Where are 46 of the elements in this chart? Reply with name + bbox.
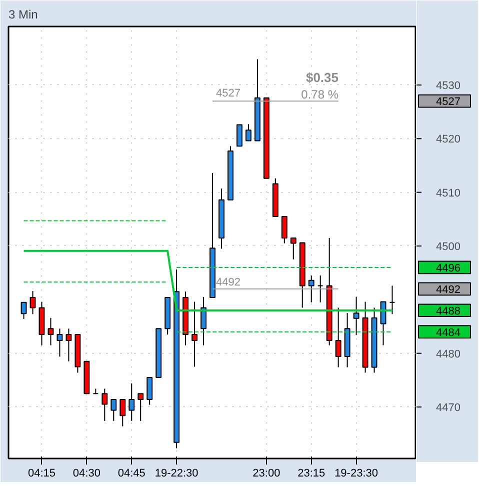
candlestick [290, 237, 296, 260]
annotation: 4492 [216, 276, 241, 288]
candlestick [92, 388, 99, 394]
annotation: 4527 [216, 88, 241, 100]
candlestick [56, 328, 63, 358]
y-tick-label: 4530 [436, 80, 461, 92]
candlestick [20, 302, 27, 320]
candlestick [146, 376, 153, 406]
x-tick-label: 04:15 [28, 468, 56, 480]
chart-title: 3 Min [8, 8, 38, 22]
candlestick [335, 307, 342, 368]
x-tick-label: 04:30 [72, 468, 100, 480]
candlestick [281, 216, 288, 244]
annotation: $0.35 [306, 70, 339, 85]
candlestick [192, 301, 198, 368]
candlestick [245, 124, 252, 142]
y-tick-label: 4527 [436, 96, 461, 108]
y-tick-label: 4480 [436, 348, 461, 360]
y-tick-label: 4520 [436, 134, 461, 146]
x-tick-label: 23:00 [252, 468, 280, 480]
candlestick [200, 296, 206, 346]
annotation: 0.78 % [301, 88, 339, 102]
candlestick [30, 290, 36, 315]
candlestick [102, 388, 108, 422]
candlestick [389, 285, 396, 315]
y-tick-label: 4488 [436, 305, 461, 318]
x-tick-label: 23:15 [298, 468, 326, 480]
candlestick [236, 124, 242, 147]
y-tick-label: 4500 [436, 240, 461, 253]
x-tick-label: 19-23:30 [334, 468, 378, 480]
candlestick [353, 296, 360, 336]
y-tick-label: 4492 [436, 284, 461, 296]
candlestick [317, 275, 324, 303]
y-tick-label: 4496 [436, 262, 461, 274]
candlestick [110, 398, 117, 422]
candlestick [308, 275, 314, 303]
candlestick [48, 317, 54, 346]
candlestick [120, 398, 126, 427]
candlestick [66, 328, 72, 362]
candlestick [138, 393, 144, 422]
y-tick-label: 4484 [436, 326, 461, 339]
x-tick-label: 04:45 [118, 468, 146, 480]
y-tick-label: 4470 [436, 402, 461, 414]
x-tick-label: 19-22:30 [154, 468, 198, 480]
candlestick [128, 382, 135, 422]
y-tick-label: 4510 [436, 187, 461, 200]
